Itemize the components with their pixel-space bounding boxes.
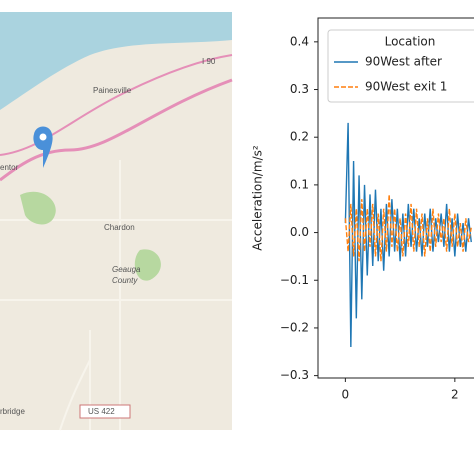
- data-line: [344, 122, 472, 348]
- lake: [0, 12, 232, 110]
- park: [20, 191, 161, 281]
- road: [0, 160, 232, 431]
- map-label: entor: [0, 163, 19, 172]
- map-label: US 422: [88, 407, 115, 416]
- highway: [0, 78, 233, 182]
- map-label: Chardon: [104, 223, 135, 232]
- legend-box: [327, 29, 474, 103]
- map-label: Geauga: [112, 265, 141, 274]
- map-label: I 90: [202, 57, 216, 66]
- map-pin-dot: [39, 133, 47, 141]
- map-label: rbridge: [0, 407, 25, 416]
- y-tick-label: 0.3: [290, 82, 309, 96]
- map-label: Painesville: [93, 86, 132, 95]
- y-axis-label: Acceleration/m/s²: [251, 145, 265, 251]
- map-label: County: [112, 276, 138, 285]
- y-tick-label: 0.0: [290, 225, 309, 239]
- legend-label: 90West exit 1: [365, 80, 447, 94]
- legend-title: Location: [385, 35, 436, 49]
- y-tick-label: 0.4: [290, 34, 309, 48]
- y-tick-label: 0.1: [290, 177, 309, 191]
- x-tick-label: 2: [451, 388, 459, 402]
- plot-area: [344, 122, 472, 348]
- axes-frame: [317, 17, 474, 379]
- highway: [0, 54, 233, 156]
- route-shield: [79, 404, 131, 419]
- map-pin: [33, 126, 53, 168]
- y-tick-label: −0.2: [280, 320, 309, 334]
- y-tick-label: −0.3: [280, 368, 309, 382]
- x-tick-label: 0: [342, 388, 350, 402]
- data-line: [344, 194, 472, 262]
- map: Painesville I 90 entor Chardon Geauga Co…: [0, 12, 233, 431]
- legend-label: 90West after: [365, 55, 442, 69]
- y-tick-label: 0.2: [290, 130, 309, 144]
- y-tick-label: −0.1: [280, 273, 309, 287]
